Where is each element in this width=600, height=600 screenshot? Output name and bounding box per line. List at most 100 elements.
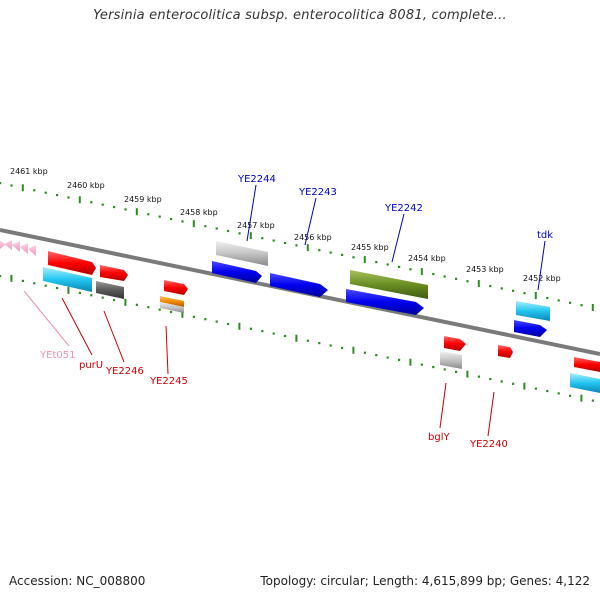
kbp-label: 2461 kbp xyxy=(10,167,48,176)
gene-ye2242-arrow[interactable] xyxy=(346,289,424,315)
minor-tick xyxy=(227,322,230,326)
minor-tick xyxy=(455,370,458,373)
gene-purU-feature[interactable] xyxy=(48,251,96,275)
minor-tick xyxy=(386,263,389,266)
minor-tick xyxy=(284,334,287,338)
minor-tick xyxy=(512,289,515,292)
minor-tick xyxy=(512,382,515,385)
gene-ye2243-feature[interactable] xyxy=(270,273,328,297)
minor-tick xyxy=(318,342,321,345)
kbp-labels: 2461 kbp 2460 kbp 2459 kbp 2458 kbp 2457… xyxy=(10,167,561,283)
minor-tick xyxy=(329,344,332,347)
gene-left-cyan-feature[interactable] xyxy=(43,267,92,292)
minor-tick xyxy=(580,304,583,307)
gene-label-bglY[interactable]: bglY xyxy=(428,432,450,443)
minor-tick xyxy=(44,284,47,287)
gene-orange-feature[interactable] xyxy=(160,296,184,307)
minor-tick xyxy=(249,327,252,330)
minor-tick xyxy=(409,268,412,271)
minor-tick xyxy=(386,356,389,359)
gene-yet051-arrows[interactable] xyxy=(0,240,36,256)
minor-tick xyxy=(591,399,594,402)
minor-tick xyxy=(67,196,70,199)
gene-bglY-grey[interactable] xyxy=(440,351,462,369)
gene-ye2244-arrow[interactable] xyxy=(212,261,262,283)
major-tick xyxy=(78,196,81,204)
major-tick xyxy=(10,274,13,282)
gene-left-dark-feature[interactable] xyxy=(96,281,124,299)
minor-tick xyxy=(44,191,47,194)
gene-label-ye2246[interactable]: YE2246 xyxy=(105,366,144,377)
major-tick xyxy=(363,256,366,264)
minor-tick xyxy=(546,296,549,300)
kbp-label: 2458 kbp xyxy=(180,208,218,217)
minor-tick xyxy=(124,208,127,211)
major-tick xyxy=(477,280,480,288)
minor-tick xyxy=(569,394,572,397)
kbp-label: 2453 kbp xyxy=(466,265,504,274)
minor-tick xyxy=(192,315,195,318)
minor-tick xyxy=(158,215,161,218)
minor-tick xyxy=(261,330,264,333)
map-title: Yersinia enterocolitica subsp. enterocol… xyxy=(93,8,507,23)
minor-tick xyxy=(363,351,366,354)
minor-tick xyxy=(113,298,116,302)
minor-tick xyxy=(215,320,218,323)
minor-tick xyxy=(215,227,218,230)
minor-tick xyxy=(318,249,321,252)
minor-tick xyxy=(432,365,435,369)
gene-label-ye2242[interactable]: YE2242 xyxy=(384,203,423,214)
gene-label-ye2245[interactable]: YE2245 xyxy=(149,376,188,387)
gene-label-ye2240[interactable]: YE2240 xyxy=(469,439,508,450)
major-tick xyxy=(124,298,127,306)
minor-tick xyxy=(204,318,207,321)
gene-label-purU[interactable]: purU xyxy=(79,360,103,371)
gene-label-ye2243[interactable]: YE2243 xyxy=(298,187,337,198)
minor-tick xyxy=(477,375,480,378)
major-tick xyxy=(466,370,469,378)
gene-ye2242-feature[interactable] xyxy=(350,270,428,299)
major-tick xyxy=(181,310,184,318)
label-leaders xyxy=(23,184,546,437)
gene-labels: YE2244 YE2243 YE2242 tdk YEt051 purU YE2… xyxy=(39,174,553,450)
major-tick xyxy=(534,292,537,300)
major-tick xyxy=(238,322,241,330)
gene-right-red-feature[interactable] xyxy=(574,357,600,372)
gene-label-ye2244[interactable]: YE2244 xyxy=(237,174,276,185)
minor-tick xyxy=(443,275,446,278)
gene-label-yet051[interactable]: YEt051 xyxy=(39,350,75,361)
major-tick xyxy=(591,303,594,311)
kbp-label: 2454 kbp xyxy=(408,254,446,263)
minor-tick xyxy=(181,220,184,223)
minor-tick xyxy=(227,229,230,233)
minor-tick xyxy=(204,225,207,228)
gene-ye2246-feature[interactable] xyxy=(100,265,128,281)
gene-bglY-feature[interactable] xyxy=(444,336,466,351)
gene-features xyxy=(43,241,600,393)
minor-tick xyxy=(147,306,150,309)
gene-label-tdk[interactable]: tdk xyxy=(537,230,553,241)
accession-text: Accession: NC_008800 xyxy=(9,574,146,588)
minor-tick xyxy=(375,261,378,264)
gene-ye2244-feature[interactable] xyxy=(216,241,268,266)
kbp-label: 2460 kbp xyxy=(67,181,105,190)
gene-ye2240-feature[interactable] xyxy=(498,345,513,358)
kbp-label: 2455 kbp xyxy=(351,243,389,252)
gene-ye2245-feature[interactable] xyxy=(164,280,188,295)
minor-tick xyxy=(101,203,104,206)
minor-tick xyxy=(33,282,36,285)
gene-small-grey-feature[interactable] xyxy=(160,302,184,313)
minor-tick xyxy=(56,193,59,197)
gene-right-cyan-feature[interactable] xyxy=(570,373,600,393)
genome-summary-text: Topology: circular; Length: 4,615,899 bp… xyxy=(260,574,590,588)
minor-tick xyxy=(78,291,81,294)
minor-tick xyxy=(10,184,13,187)
gene-tdk-arrow[interactable] xyxy=(514,320,547,337)
major-tick xyxy=(21,184,24,192)
major-tick xyxy=(135,208,138,216)
gene-tdk-feature[interactable] xyxy=(516,301,550,321)
minor-tick xyxy=(135,303,138,306)
minor-tick xyxy=(272,332,275,335)
minor-tick xyxy=(557,299,560,302)
